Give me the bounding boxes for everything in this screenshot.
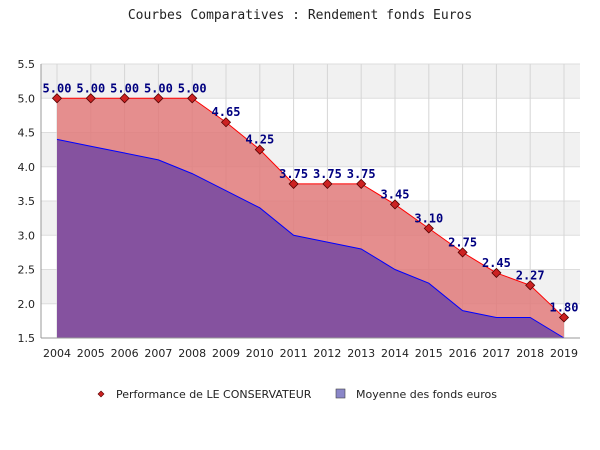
y-tick-label: 3.0 <box>18 229 36 242</box>
data-label: 4.25 <box>245 133 274 147</box>
data-label: 2.75 <box>448 235 477 249</box>
marker-performance <box>288 178 299 189</box>
data-label: 5.00 <box>110 81 139 95</box>
x-tick-label: 2018 <box>516 347 544 360</box>
data-label: 5.00 <box>76 81 105 95</box>
marker-performance <box>356 178 367 189</box>
line-performance <box>57 97 565 318</box>
data-label: 5.00 <box>144 81 173 95</box>
marker-performance <box>153 93 164 104</box>
x-tick-label: 2019 <box>550 347 578 360</box>
marker-performance <box>119 93 130 104</box>
legend-item-moyenne: Moyenne des fonds euros <box>335 388 497 401</box>
x-tick-label: 2010 <box>246 347 274 360</box>
marker-performance <box>220 117 232 128</box>
x-tick-label: 2009 <box>212 347 240 360</box>
data-label: 3.45 <box>381 187 410 201</box>
marker-performance <box>187 93 198 104</box>
line-moyenne <box>56 138 565 339</box>
marker-performance <box>322 178 333 189</box>
y-tick-label: 3.5 <box>18 195 36 208</box>
data-label: 3.10 <box>414 211 443 225</box>
series-lines <box>56 97 565 339</box>
chart-title: Courbes Comparatives : Rendement fonds E… <box>128 8 472 23</box>
marker-performance <box>423 223 434 234</box>
x-tick-label: 2005 <box>77 347 105 360</box>
y-tick-label: 2.0 <box>18 298 36 311</box>
x-tick-label: 2014 <box>381 347 409 360</box>
y-tick-label: 1.5 <box>18 332 36 345</box>
axes: 1.5 2.0 2.5 3.0 3.5 4.0 4.5 5.0 5.5 2004 2005 2006 2… <box>18 58 580 360</box>
marker-performance <box>525 280 536 291</box>
x-tick-label: 2017 <box>482 347 510 360</box>
marker-performance <box>558 312 570 323</box>
x-tick-label: 2015 <box>415 347 443 360</box>
x-tick-label: 2011 <box>280 347 308 360</box>
marker-performance <box>85 93 96 104</box>
series-markers <box>51 93 570 323</box>
marker-performance <box>457 247 468 258</box>
y-tick-label: 5.5 <box>18 58 36 71</box>
marker-performance <box>389 199 401 210</box>
data-labels: 5.00 5.00 5.00 5.00 5.00 4.65 4.25 3.75 3.75 3.75… <box>43 81 579 314</box>
x-tick-label: 2004 <box>43 347 71 360</box>
y-tick-label: 5.0 <box>18 92 36 105</box>
data-label: 3.75 <box>347 167 376 181</box>
data-label: 3.75 <box>313 167 342 181</box>
marker-performance <box>491 267 502 278</box>
legend: Performance de LE CONSERVATEUR Moyenne d… <box>97 388 497 401</box>
y-tick-label: 4.0 <box>18 161 36 174</box>
y-tick-label: 2.5 <box>18 264 36 277</box>
legend-item-performance: Performance de LE CONSERVATEUR <box>97 388 312 401</box>
plot-band <box>41 64 580 99</box>
x-tick-label: 2012 <box>313 347 341 360</box>
x-tick-label: 2016 <box>449 347 477 360</box>
marker-performance <box>51 93 63 104</box>
y-tick-label: 4.5 <box>18 127 36 140</box>
x-tick-label: 2008 <box>178 347 206 360</box>
x-tick-label: 2013 <box>347 347 375 360</box>
data-label: 2.27 <box>516 268 545 282</box>
legend-swatch-moyenne <box>335 388 346 399</box>
data-label: 3.75 <box>279 167 308 181</box>
legend-label-performance: Performance de LE CONSERVATEUR <box>116 388 312 401</box>
x-tick-label: 2006 <box>111 347 139 360</box>
data-label: 1.80 <box>550 300 579 314</box>
data-label: 2.45 <box>482 256 511 270</box>
data-label: 5.00 <box>178 81 207 95</box>
x-tick-label: 2007 <box>144 347 172 360</box>
legend-label-moyenne: Moyenne des fonds euros <box>356 388 497 401</box>
legend-marker-performance <box>97 390 105 398</box>
data-label: 5.00 <box>43 81 72 95</box>
data-label: 4.65 <box>212 105 241 119</box>
marker-performance <box>254 144 265 155</box>
